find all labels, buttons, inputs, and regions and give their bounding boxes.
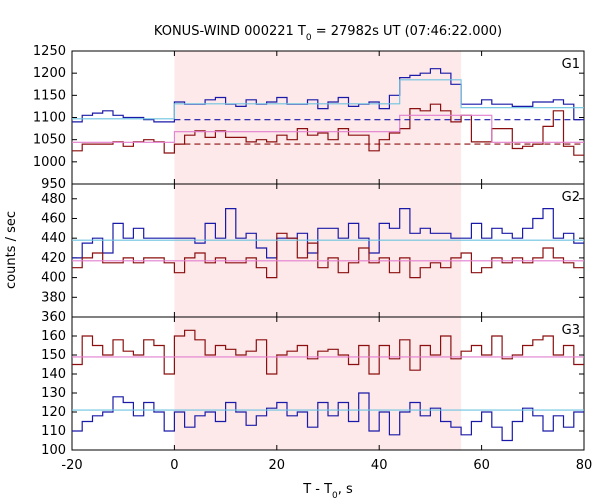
x-tick-label: 40	[371, 458, 388, 473]
panel-g1-y-tick-label: 1150	[33, 88, 66, 103]
x-tick-label: 0	[170, 458, 178, 473]
x-tick-label: 60	[473, 458, 490, 473]
panel-g2-series-0	[72, 208, 584, 259]
panel-g1-label: G1	[562, 57, 580, 72]
panel-g1-series-2	[72, 79, 584, 120]
panel-g2-y-tick-label: 460	[41, 211, 66, 226]
series-layer	[72, 68, 584, 442]
panel-g2-y-tick-label: 480	[41, 192, 66, 207]
panel-g2-series-1	[72, 232, 584, 279]
panel-g2-label: G2	[562, 190, 580, 205]
panel-g2-y-tick-label: 360	[41, 310, 66, 325]
panel-g3-y-tick-label: 130	[41, 386, 66, 401]
panel-g3-series-1	[72, 392, 584, 442]
axes-layer	[71, 50, 585, 451]
x-tick-label: -20	[61, 458, 82, 473]
panel-g2-y-tick-label: 380	[41, 290, 66, 305]
panel-g3-y-tick-label: 140	[41, 367, 66, 382]
x-tick-label: 80	[576, 458, 593, 473]
panel-g1-y-tick-label: 1000	[33, 155, 66, 170]
panel-g3-y-tick-label: 150	[41, 348, 66, 363]
panel-g1-y-tick-label: 1100	[33, 111, 66, 126]
panel-g1-series-3	[72, 114, 584, 143]
panel-g1-y-tick-label: 1200	[33, 66, 66, 81]
panel-g3-y-tick-label: 100	[41, 443, 66, 458]
x-axis-label: T - T0, s	[302, 482, 353, 500]
panel-g2-y-tick-label: 400	[41, 271, 66, 286]
labels-layer: KONUS-WIND 000221 T0 = 27982s UT (07:46:…	[4, 24, 592, 500]
panel-g1-series-1	[72, 103, 584, 156]
panel-g2-y-tick-label: 420	[41, 251, 66, 266]
panel-g3-label: G3	[562, 323, 580, 338]
panel-g3-frame	[71, 316, 585, 451]
panel-g2-y-tick-label: 440	[41, 231, 66, 246]
x-tick-label: 20	[269, 458, 286, 473]
chart-title: KONUS-WIND 000221 T0 = 27982s UT (07:46:…	[154, 24, 502, 43]
panel-g3-y-tick-label: 120	[41, 405, 66, 420]
panel-g1-series-0	[72, 68, 584, 123]
panel-g1-y-tick-label: 950	[41, 177, 66, 192]
panel-g3-y-tick-label: 160	[41, 329, 66, 344]
y-axis-label: counts / sec	[4, 211, 19, 289]
panel-g1-y-tick-label: 1250	[33, 44, 66, 59]
panel-g3-y-tick-label: 110	[41, 424, 66, 439]
panel-g3-series-0	[72, 329, 584, 375]
panel-g1-y-tick-label: 1050	[33, 133, 66, 148]
